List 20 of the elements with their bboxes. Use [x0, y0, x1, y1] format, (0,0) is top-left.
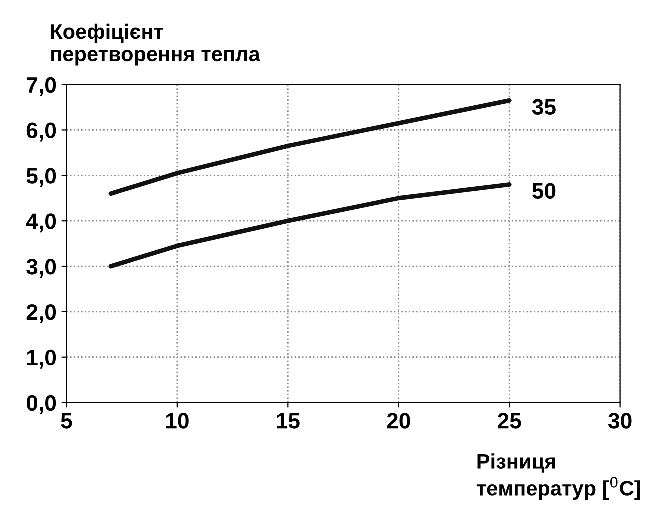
- x-tick-label: 25: [498, 413, 522, 429]
- y-tick-label: 6,0: [26, 122, 56, 142]
- y-tick-label: 1,0: [27, 350, 56, 369]
- series-label: 35: [532, 99, 556, 116]
- x-axis-title: Різниця температур [$^{0}$C]: [476, 454, 640, 500]
- y-tick-label: 2,0: [26, 304, 56, 324]
- x-tick-label: 30: [608, 413, 632, 429]
- x-tick-label: 15: [277, 413, 300, 429]
- x-tick-label: 10: [166, 413, 189, 429]
- y-tick-label: 7,0: [27, 77, 56, 96]
- y-tick-label: 4,0: [26, 214, 56, 233]
- y-tick-label: 0,0: [26, 395, 56, 414]
- y-tick-label: 3,0: [26, 259, 56, 278]
- x-tick-label: 5: [61, 413, 72, 429]
- x-tick-label: 20: [387, 413, 410, 429]
- y-tick-label: 5,0: [26, 168, 56, 188]
- line-series: [108, 98, 512, 196]
- line-series: [108, 182, 512, 269]
- series-label: 50: [532, 183, 556, 200]
- y-axis-title: Коефіцієнт перетворення тепла: [51, 24, 260, 66]
